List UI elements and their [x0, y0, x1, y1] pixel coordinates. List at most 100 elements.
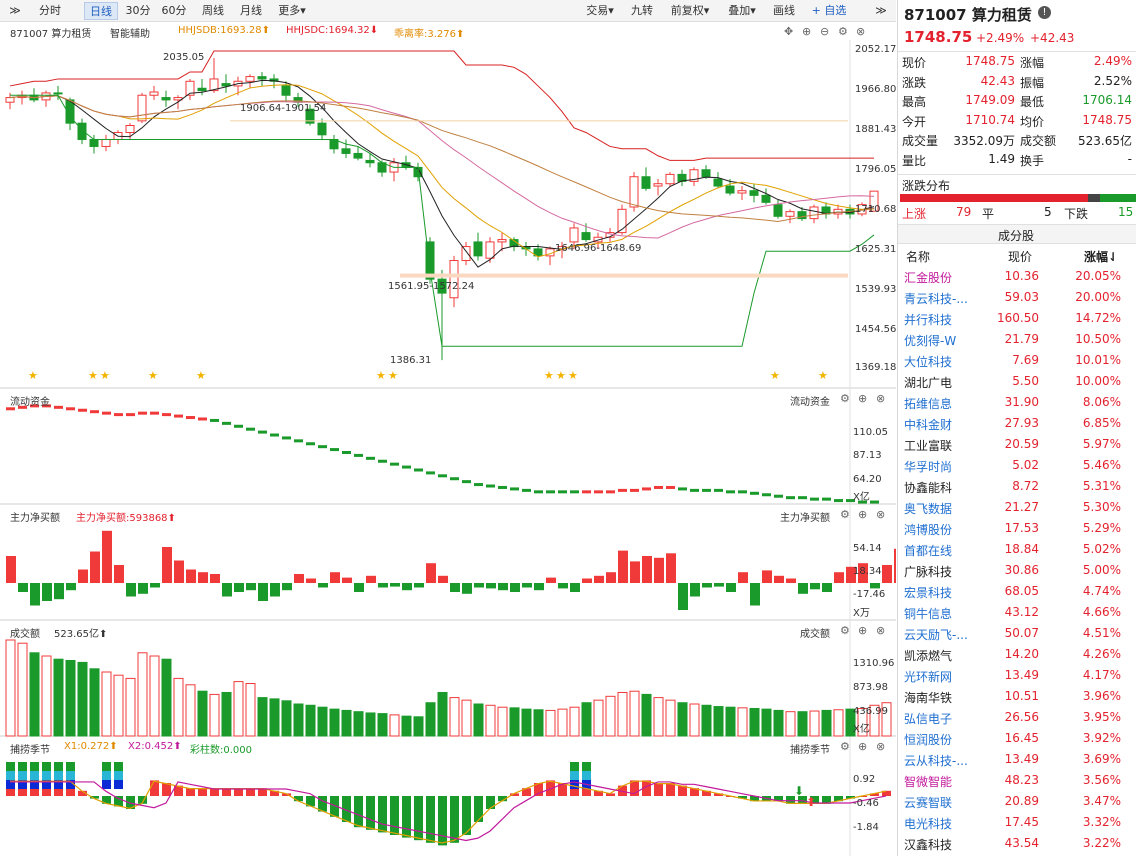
- season-bar: [510, 793, 519, 796]
- constituent-row[interactable]: 光环新网 13.49 4.17%: [898, 665, 1136, 686]
- constituent-row[interactable]: 电光科技 17.45 3.32%: [898, 812, 1136, 833]
- season-marker: [18, 762, 27, 771]
- constituent-row[interactable]: 弘信电子 26.56 3.95%: [898, 707, 1136, 728]
- constituent-row[interactable]: 协鑫能科 8.72 5.31%: [898, 476, 1136, 497]
- net-buy-bar: [582, 578, 592, 583]
- close-icon[interactable]: ⊗: [856, 25, 866, 38]
- close-icon[interactable]: ⊗: [876, 740, 886, 753]
- constituent-row[interactable]: 云赛智联 20.89 3.47%: [898, 791, 1136, 812]
- collapse-right-icon[interactable]: ≫: [875, 4, 887, 17]
- close-icon[interactable]: ⊗: [876, 392, 886, 405]
- gear-icon[interactable]: ⚙: [838, 25, 848, 38]
- flow-bar: [870, 500, 879, 504]
- volume-bar: [257, 697, 268, 737]
- flat-count: 5: [1044, 205, 1052, 219]
- add-icon[interactable]: ⊕: [858, 392, 868, 405]
- constituent-change: 14.72%: [1075, 311, 1121, 325]
- constituent-row[interactable]: 云从科技-... 13.49 3.69%: [898, 749, 1136, 770]
- gear-icon[interactable]: ⚙: [840, 392, 850, 405]
- constituent-row[interactable]: 铜牛信息 43.12 4.66%: [898, 602, 1136, 623]
- volume-bar: [317, 706, 328, 737]
- draw-button[interactable]: 画线: [773, 4, 795, 17]
- constituent-row[interactable]: 工业富联 20.59 5.97%: [898, 434, 1136, 455]
- constituent-price: 21.79: [1004, 332, 1039, 346]
- volume-bar: [137, 652, 148, 737]
- tab-rixian[interactable]: 日线: [84, 2, 118, 20]
- add-icon[interactable]: ⊕: [858, 508, 868, 521]
- zl-value: 主力净买额:593868⬆: [76, 513, 176, 524]
- tab-zhouxian[interactable]: 周线: [202, 4, 224, 17]
- constituent-row[interactable]: 汉鑫科技 43.54 3.22%: [898, 833, 1136, 854]
- add-icon[interactable]: ⊕: [858, 740, 868, 753]
- volume-bar: [401, 715, 412, 737]
- close-icon[interactable]: ⊗: [876, 624, 886, 637]
- constituent-row[interactable]: 恒润股份 16.45 3.92%: [898, 728, 1136, 749]
- col-change[interactable]: 涨幅⇃: [1084, 250, 1119, 264]
- constituent-row[interactable]: 优刻得-W 21.79 10.50%: [898, 329, 1136, 350]
- constituent-row[interactable]: 拓维信息 31.90 8.06%: [898, 392, 1136, 413]
- flow-bar: [426, 471, 435, 475]
- tab-30min[interactable]: 30分: [125, 4, 151, 17]
- jiuzhuan-button[interactable]: 九转: [631, 4, 653, 17]
- constituent-row[interactable]: 并行科技 160.50 14.72%: [898, 308, 1136, 329]
- tab-60min[interactable]: 60分: [161, 4, 187, 17]
- col-price[interactable]: 现价: [1008, 250, 1033, 264]
- trade-menu[interactable]: 交易▾: [586, 4, 614, 17]
- lower-band-line: [10, 94, 875, 347]
- fuquan-menu[interactable]: 前复权▾: [670, 4, 710, 17]
- constituent-row[interactable]: 海南华铁 10.51 3.96%: [898, 686, 1136, 707]
- season-bar: [690, 788, 699, 796]
- gear-icon[interactable]: ⚙: [840, 624, 850, 637]
- star-icon: ★: [196, 369, 206, 382]
- constituent-row[interactable]: 鸿博股份 17.53 5.29%: [898, 518, 1136, 539]
- gear-icon[interactable]: ⚙: [840, 508, 850, 521]
- constituent-row[interactable]: 首都在线 18.84 5.02%: [898, 539, 1136, 560]
- volume-bar: [509, 707, 520, 737]
- add-watchlist-button[interactable]: + 自选: [811, 4, 847, 17]
- constituent-row[interactable]: 云天励飞-... 50.07 4.51%: [898, 623, 1136, 644]
- assist-toggle[interactable]: 智能辅助: [110, 29, 150, 40]
- season-bar: [642, 780, 651, 796]
- tab-more[interactable]: 更多▾: [278, 4, 306, 17]
- flow-bar: [486, 484, 495, 488]
- constituent-row[interactable]: 汇金股份 10.36 20.05%: [898, 266, 1136, 287]
- y-tick: 2052.17: [855, 44, 897, 55]
- close-icon[interactable]: ⊗: [876, 508, 886, 521]
- constituent-row[interactable]: 宏景科技 68.05 4.74%: [898, 581, 1136, 602]
- constituent-row[interactable]: 奥飞数据 21.27 5.30%: [898, 497, 1136, 518]
- minus-icon[interactable]: ⊖: [820, 25, 830, 38]
- volume-bar: [533, 709, 544, 737]
- settings-icon[interactable]: ✥: [784, 25, 794, 38]
- add-icon[interactable]: ⊕: [858, 624, 868, 637]
- add-icon[interactable]: ⊕: [802, 25, 812, 38]
- constituent-row[interactable]: 广脉科技 30.86 5.00%: [898, 560, 1136, 581]
- flow-bar: [126, 413, 135, 417]
- net-buy-bar: [66, 583, 76, 591]
- volume-bar: [557, 708, 568, 737]
- flow-bar: [438, 474, 447, 478]
- net-buy-bar: [234, 583, 244, 592]
- constituent-row[interactable]: 中科金财 27.93 6.85%: [898, 413, 1136, 434]
- constituent-name: 云赛智联: [904, 796, 953, 810]
- collapse-left-icon[interactable]: ≫: [9, 4, 21, 17]
- volume-bar: [545, 709, 556, 737]
- gear-icon[interactable]: ⚙: [840, 740, 850, 753]
- constituent-row[interactable]: 华孚时尚 5.02 5.46%: [898, 455, 1136, 476]
- tab-fenshi[interactable]: 分时: [39, 4, 61, 17]
- constituent-row[interactable]: 智微智能 48.23 3.56%: [898, 770, 1136, 791]
- dist-title: 涨跌分布: [902, 179, 951, 193]
- tab-yuexian[interactable]: 月线: [240, 4, 262, 17]
- net-buy-bar: [798, 583, 808, 594]
- info-icon[interactable]: !: [1038, 6, 1051, 19]
- candle-body: [869, 190, 879, 212]
- constituent-row[interactable]: 青云科技-... 59.03 20.00%: [898, 287, 1136, 308]
- volume-bar: [353, 711, 364, 737]
- constituent-row[interactable]: 湖北广电 5.50 10.00%: [898, 371, 1136, 392]
- flow-bar: [246, 427, 255, 431]
- constituent-row[interactable]: 凯添燃气 14.20 4.26%: [898, 644, 1136, 665]
- col-name[interactable]: 名称: [906, 250, 931, 264]
- volume-bar: [413, 716, 424, 737]
- constituent-row[interactable]: 大位科技 7.69 10.01%: [898, 350, 1136, 371]
- diejia-menu[interactable]: 叠加▾: [728, 4, 756, 17]
- net-buy-bar: [342, 577, 352, 583]
